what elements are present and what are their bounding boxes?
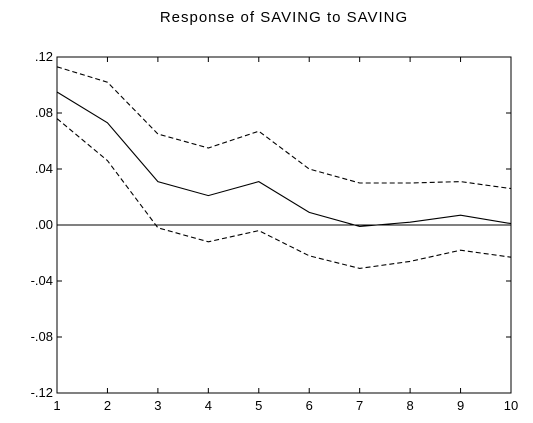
x-tick-label: 3: [154, 398, 161, 413]
y-tick-label: -.12: [31, 385, 53, 400]
series-line-lower-band: [56, 118, 512, 269]
x-tick-label: 6: [306, 398, 313, 413]
y-tick-label: .08: [35, 105, 53, 120]
plot-area: .12 .08 .04 .00 -.04 -.08 -.121 2 3 4 5 6 7 8 9 10: [31, 49, 519, 413]
series-line-response: [56, 91, 512, 227]
x-tick-label: 8: [406, 398, 413, 413]
x-tick-label: 2: [104, 398, 111, 413]
x-tick-label: 9: [457, 398, 464, 413]
x-tick-label: 4: [205, 398, 212, 413]
x-tick-label: 1: [53, 398, 60, 413]
y-tick-label: -.08: [31, 329, 53, 344]
series-line-upper-band: [56, 66, 512, 190]
x-tick-label: 7: [356, 398, 363, 413]
x-tick-label: 10: [504, 398, 518, 413]
y-tick-label: -.04: [31, 273, 53, 288]
y-tick-label: .00: [35, 217, 53, 232]
x-tick-label: 5: [255, 398, 262, 413]
y-tick-label: .04: [35, 161, 53, 176]
y-tick-label: .12: [35, 49, 53, 64]
chart-title: Response of SAVING to SAVING: [160, 9, 408, 26]
